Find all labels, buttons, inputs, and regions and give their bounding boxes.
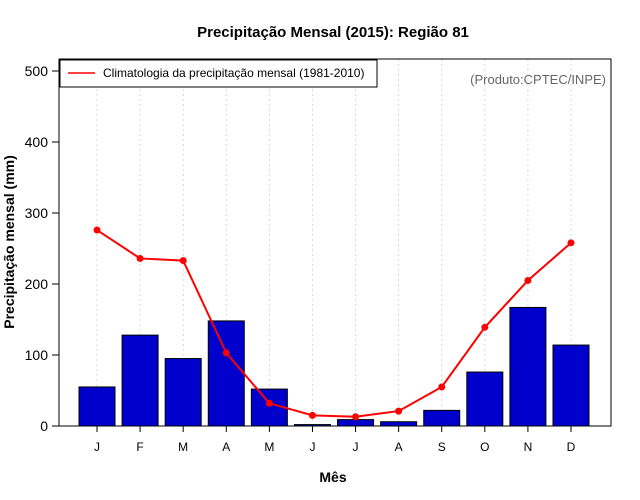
climatology-point-3 xyxy=(222,349,230,357)
bar-6 xyxy=(337,419,375,427)
climatology-point-2 xyxy=(179,257,187,265)
x-tick-label-1: F xyxy=(136,440,143,454)
x-tick-label-3: A xyxy=(222,440,230,454)
climatology-line-group xyxy=(93,226,575,421)
bar-3 xyxy=(207,320,245,427)
legend-label: Climatologia da precipitação mensal (198… xyxy=(103,66,364,80)
bar-7 xyxy=(380,421,418,427)
y-axis: 0 100 200 300 400 500 xyxy=(25,63,59,434)
y-tick-label-0: 0 xyxy=(40,418,48,434)
climatology-point-5 xyxy=(308,411,316,419)
x-tick-label-6: J xyxy=(353,440,359,454)
climatology-point-11 xyxy=(567,239,575,247)
bars-group xyxy=(78,306,590,427)
x-tick-label-10: N xyxy=(524,440,533,454)
legend: Climatologia da precipitação mensal (198… xyxy=(59,59,378,88)
x-axis-title: Mês xyxy=(319,469,346,485)
y-tick-label-100: 100 xyxy=(25,347,49,363)
y-tick-label-400: 400 xyxy=(25,134,49,150)
climatology-point-1 xyxy=(136,254,144,262)
y-tick-label-300: 300 xyxy=(25,205,49,221)
plot-frame xyxy=(58,58,612,427)
x-tick-label-0: J xyxy=(94,440,100,454)
x-tick-label-4: M xyxy=(264,440,274,454)
climatology-point-8 xyxy=(438,383,446,391)
climatology-point-6 xyxy=(352,413,360,421)
bar-0 xyxy=(78,386,116,427)
bar-10 xyxy=(509,306,547,427)
y-tick-label-500: 500 xyxy=(25,63,49,79)
bar-8 xyxy=(423,409,461,427)
credit-text: (Produto:CPTEC/INPE) xyxy=(470,72,606,87)
climatology-point-9 xyxy=(481,323,489,331)
bar-1 xyxy=(121,334,159,427)
chart-title: Precipitação Mensal (2015): Região 81 xyxy=(197,24,469,41)
bar-9 xyxy=(466,371,504,427)
y-tick-label-200: 200 xyxy=(25,276,49,292)
x-tick-label-7: A xyxy=(395,440,403,454)
bar-11 xyxy=(552,344,590,427)
climatology-point-7 xyxy=(395,407,403,415)
x-tick-label-2: M xyxy=(178,440,188,454)
x-tick-label-9: O xyxy=(480,440,489,454)
climatology-point-10 xyxy=(524,276,532,284)
climatology-point-4 xyxy=(265,399,273,407)
climatology-point-0 xyxy=(93,226,101,234)
bar-2 xyxy=(164,358,202,427)
climatology-line xyxy=(96,229,572,418)
y-axis-title: Precipitação mensal (mm) xyxy=(1,155,17,329)
x-tick-label-5: J xyxy=(309,440,315,454)
x-tick-label-8: S xyxy=(438,440,446,454)
legend-box xyxy=(59,59,378,88)
x-tick-label-11: D xyxy=(567,440,576,454)
